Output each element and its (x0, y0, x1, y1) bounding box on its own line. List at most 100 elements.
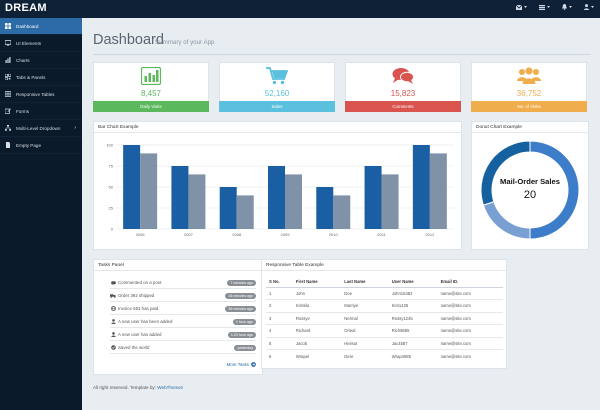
bar[interactable] (381, 174, 399, 229)
sidebar-item-forms[interactable]: Forms (0, 103, 82, 120)
bar[interactable] (364, 166, 382, 229)
alerts-dropdown[interactable] (562, 4, 572, 10)
bar[interactable] (412, 145, 430, 229)
task-item[interactable]: Saved the world yesterday (110, 342, 256, 354)
bar[interactable] (171, 166, 189, 229)
footer-link[interactable]: WebThemez (157, 385, 184, 390)
sidebar-item-multi-level-dropdown[interactable]: Multi-Level Dropdown › (0, 120, 82, 137)
sidebar-item-label: Forms (16, 108, 30, 114)
panel-heading: Tasks Panel (94, 260, 262, 271)
table-cell: 4 (266, 324, 293, 337)
sidebar-item-label: Multi-Level Dropdown (16, 125, 61, 131)
sidebar-item-dashboard[interactable]: Dashboard (0, 18, 82, 35)
messages-dropdown[interactable] (516, 4, 527, 10)
table-cell: 1 (266, 286, 293, 300)
qrcode-icon (4, 73, 12, 81)
brand-logo[interactable]: DREAM (5, 2, 47, 14)
table-row: 4 Richard Orieal Rich5685 name@site.com (266, 324, 503, 337)
bar[interactable] (333, 195, 351, 229)
table-row: 1 John Doe John15482 name@site.com (266, 286, 503, 300)
bar[interactable] (188, 174, 206, 229)
table-cell: name@site.com (437, 311, 503, 325)
sidebar-item-empty-page[interactable]: Empty Page (0, 137, 82, 154)
table-cell: name@site.com (437, 299, 503, 312)
stat-label: Comments (345, 101, 461, 112)
sidebar-item-responsive-tables[interactable]: Responsive Tables (0, 86, 82, 103)
bar[interactable] (429, 153, 447, 229)
donut-chart-panel: Donut Chart Example Mail-Order Sales 20 (471, 121, 589, 250)
donut-slice[interactable] (529, 140, 580, 240)
page-title: Dashboard (93, 32, 164, 48)
sidebar-item-label: Charts (16, 57, 30, 63)
stat-no-of-visits: 36,752 No. of Visits (471, 62, 587, 112)
table-cell: Richard (292, 324, 342, 337)
comments-icon (346, 67, 460, 87)
bar[interactable] (140, 153, 158, 229)
task-text: Commented on a post (118, 280, 162, 285)
caret-down-icon (524, 6, 527, 8)
title-divider (93, 54, 591, 55)
panel-heading: Responsive Table Example (262, 260, 506, 271)
y-tick-label: 0 (111, 227, 114, 232)
task-item[interactable]: A new user has been added 1 hour ago (110, 316, 256, 328)
x-tick-label: 2007 (184, 232, 194, 237)
column-header: Last Name (341, 276, 389, 288)
task-item[interactable]: A new user has added 1.23 hour ago (110, 329, 256, 341)
tasks-icon (539, 4, 545, 10)
sidebar-item-charts[interactable]: Charts (0, 52, 82, 69)
bar[interactable] (285, 174, 302, 229)
bar[interactable] (316, 187, 334, 229)
sidebar-item-tabs-panels[interactable]: Tabs & Panels (0, 69, 82, 86)
task-text: Invoice 653 has paid (118, 306, 159, 311)
footer-text: All right reserved. Template by: (93, 385, 156, 390)
table-cell: Marriye (341, 299, 389, 312)
user-dropdown[interactable] (584, 4, 594, 10)
table-row: 3 Rossye Nermal Rossy1245 name@site.com (266, 311, 503, 325)
caret-down-icon (547, 6, 550, 8)
bar[interactable] (123, 145, 141, 229)
bell-icon (562, 4, 567, 10)
user-icon (110, 319, 116, 324)
table-cell: name@site.com (437, 324, 503, 337)
edit-icon (4, 107, 12, 115)
table-cell: Rossy1245 (388, 311, 438, 325)
sidebar-item-label: UI Elements (16, 40, 42, 46)
table-cell: Doe (341, 286, 389, 300)
bar[interactable] (268, 166, 285, 229)
table-cell: name@site.com (437, 286, 503, 300)
user-icon (110, 332, 116, 337)
task-item[interactable]: Order 392 shipped 16 minutes ago (110, 290, 256, 302)
donut-slice[interactable] (482, 201, 531, 240)
table-cell: Dere (341, 349, 389, 362)
top-navbar: DREAM (0, 0, 600, 18)
x-tick-label: 2008 (232, 232, 242, 237)
responsive-table: S No. First Name Last Name User Name Ema… (266, 276, 503, 362)
task-time-badge: 1 hour ago (232, 318, 256, 325)
task-text: Order 392 shipped (118, 293, 155, 298)
x-tick-label: 2009 (281, 232, 291, 237)
bar[interactable] (236, 195, 254, 229)
table-cell: Kimsila (292, 299, 342, 312)
column-header: Email ID. (437, 276, 503, 288)
x-tick-label: 2012 (425, 232, 435, 237)
truck-icon (110, 293, 116, 298)
panel-heading: Bar Chart Example (94, 122, 461, 133)
table-cell: Kim1425 (388, 299, 438, 312)
task-item[interactable]: Commented on a post 7 minutes ago (110, 277, 256, 289)
sidebar-item-ui-elements[interactable]: UI Elements (0, 35, 82, 52)
table-cell: 3 (266, 311, 293, 325)
table-icon (4, 90, 12, 98)
task-text: A new user has added (118, 332, 162, 337)
bar-chart-icon (4, 56, 12, 64)
bar-chart-icon (94, 67, 208, 87)
tasks-dropdown[interactable] (539, 4, 550, 10)
more-tasks-link[interactable]: More Tasks (227, 362, 256, 367)
x-tick-label: 2010 (329, 232, 339, 237)
y-tick-label: 25 (109, 206, 114, 211)
envelope-icon (516, 4, 522, 10)
desktop-icon (4, 39, 12, 47)
task-time-badge: 36 minutes ago (225, 305, 256, 312)
footer: All right reserved. Template by: WebThem… (93, 385, 183, 390)
bar[interactable] (219, 187, 237, 229)
task-item[interactable]: Invoice 653 has paid 36 minutes ago (110, 303, 256, 315)
